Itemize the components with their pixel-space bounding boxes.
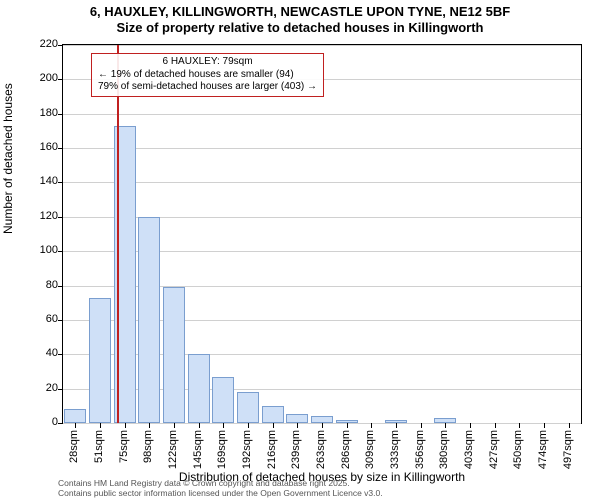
x-tick-mark [125,423,126,428]
x-tick-label: 122sqm [167,430,179,486]
y-tick-label: 120 [18,210,58,222]
y-tick-label: 40 [18,347,58,359]
y-tick-mark [58,389,63,390]
bar [163,287,185,423]
x-tick-label: 239sqm [290,430,302,486]
x-tick-mark [223,423,224,428]
x-tick-mark [248,423,249,428]
gridline [63,182,581,183]
gridline [63,114,581,115]
x-tick-label: 333sqm [389,430,401,486]
chart-title-line1: 6, HAUXLEY, KILLINGWORTH, NEWCASTLE UPON… [0,4,600,19]
bar [64,409,86,423]
y-tick-label: 60 [18,313,58,325]
y-tick-label: 140 [18,175,58,187]
bar [138,217,160,423]
x-tick-mark [396,423,397,428]
x-tick-label: 356sqm [414,430,426,486]
y-tick-label: 20 [18,382,58,394]
x-tick-mark [322,423,323,428]
y-tick-label: 80 [18,279,58,291]
bar [89,298,111,423]
x-tick-label: 51sqm [93,430,105,486]
y-tick-mark [58,320,63,321]
x-tick-mark [421,423,422,428]
x-tick-label: 380sqm [438,430,450,486]
y-tick-mark [58,45,63,46]
x-tick-label: 75sqm [118,430,130,486]
x-tick-label: 403sqm [463,430,475,486]
plot-area: 6 HAUXLEY: 79sqm← 19% of detached houses… [62,44,582,424]
y-tick-label: 200 [18,72,58,84]
y-tick-mark [58,182,63,183]
x-tick-label: 216sqm [266,430,278,486]
x-tick-mark [174,423,175,428]
gridline [63,148,581,149]
x-tick-mark [273,423,274,428]
callout-box: 6 HAUXLEY: 79sqm← 19% of detached houses… [91,53,324,97]
x-tick-mark [149,423,150,428]
x-tick-mark [569,423,570,428]
y-tick-label: 160 [18,141,58,153]
callout-line3: 79% of semi-detached houses are larger (… [98,81,317,94]
x-tick-mark [199,423,200,428]
x-tick-label: 263sqm [315,430,327,486]
y-tick-label: 220 [18,38,58,50]
y-tick-mark [58,286,63,287]
y-tick-mark [58,354,63,355]
bar [311,416,333,423]
footer-line2: Contains public sector information licen… [58,489,383,498]
bar [286,414,308,423]
x-tick-mark [445,423,446,428]
x-tick-label: 28sqm [68,430,80,486]
x-tick-mark [544,423,545,428]
x-tick-mark [347,423,348,428]
x-tick-mark [100,423,101,428]
y-tick-mark [58,217,63,218]
y-tick-mark [58,423,63,424]
x-tick-label: 169sqm [216,430,228,486]
y-tick-label: 180 [18,107,58,119]
bar [237,392,259,423]
x-tick-label: 98sqm [142,430,154,486]
y-tick-mark [58,251,63,252]
x-tick-mark [297,423,298,428]
callout-line2: ← 19% of detached houses are smaller (94… [98,69,317,82]
x-tick-mark [519,423,520,428]
x-tick-mark [495,423,496,428]
x-tick-mark [371,423,372,428]
bar [262,406,284,423]
x-tick-mark [75,423,76,428]
reference-line [117,45,119,423]
x-tick-label: 427sqm [488,430,500,486]
x-tick-label: 450sqm [512,430,524,486]
y-axis-label: Number of detached houses [1,83,15,234]
y-tick-mark [58,79,63,80]
x-tick-mark [470,423,471,428]
x-tick-label: 497sqm [562,430,574,486]
chart-title-line2: Size of property relative to detached ho… [0,20,600,35]
y-tick-mark [58,114,63,115]
chart-container: 6, HAUXLEY, KILLINGWORTH, NEWCASTLE UPON… [0,0,600,500]
bar [212,377,234,423]
callout-line1: 6 HAUXLEY: 79sqm [98,56,317,69]
y-tick-mark [58,148,63,149]
x-tick-label: 145sqm [192,430,204,486]
x-tick-label: 286sqm [340,430,352,486]
y-tick-label: 0 [18,416,58,428]
x-tick-label: 309sqm [364,430,376,486]
x-tick-label: 474sqm [537,430,549,486]
gridline [63,45,581,46]
y-tick-label: 100 [18,244,58,256]
x-tick-label: 192sqm [241,430,253,486]
bar [188,354,210,423]
